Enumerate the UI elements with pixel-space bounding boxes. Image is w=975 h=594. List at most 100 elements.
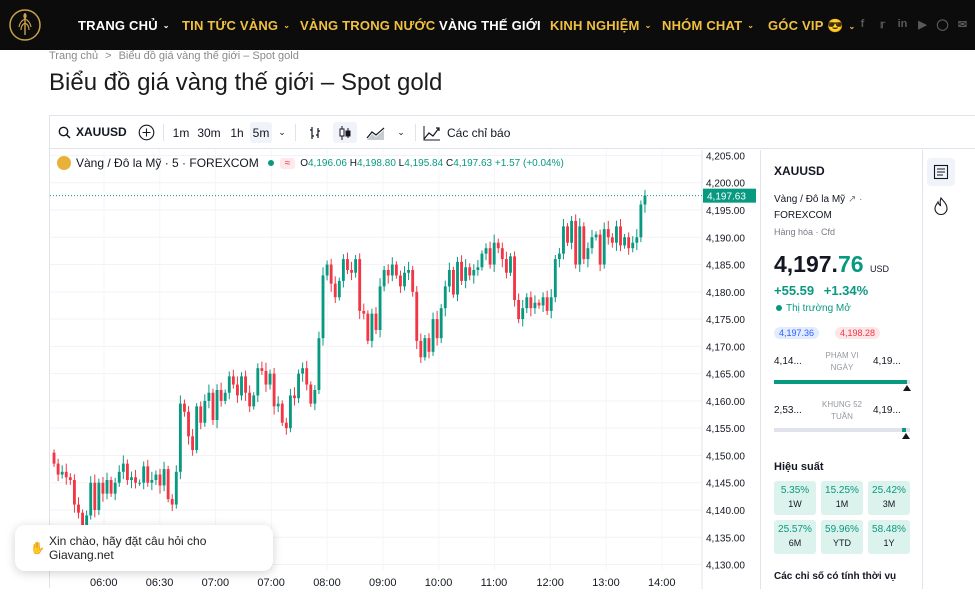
candle-body xyxy=(447,270,451,287)
symbol-coin-icon xyxy=(57,156,71,170)
candle-body xyxy=(256,368,260,396)
candle-body xyxy=(549,297,553,311)
twitter-icon[interactable]: 𝕣 xyxy=(879,18,886,31)
candle-body xyxy=(468,267,472,276)
perf-cell-3m[interactable]: 25.42% 3M xyxy=(868,481,910,515)
breadcrumb-home[interactable]: Trang chủ xyxy=(49,50,99,62)
perf-period: 3M xyxy=(882,499,896,509)
week52-range-label: KHUNG 52 TUẦN xyxy=(816,399,868,423)
hotlists-button[interactable] xyxy=(927,192,955,220)
candle-body xyxy=(211,392,215,420)
candle-body xyxy=(484,248,488,254)
indicators-button[interactable]: Các chỉ báo xyxy=(423,122,513,143)
nav-item-home[interactable]: TRANG CHỦ ⌄ xyxy=(78,18,170,33)
candle-body xyxy=(93,482,97,510)
price-chart[interactable]: 4,205.00 4,200.00 4,195.00 4,190.00 4,185.00… xyxy=(50,150,757,589)
candle-body xyxy=(639,204,643,238)
perf-cell-1y[interactable]: 58.48% 1Y xyxy=(868,520,910,554)
perf-cell-ytd[interactable]: 59.96% YTD xyxy=(821,520,863,554)
candle-body xyxy=(219,390,223,401)
nav-item-domestic-gold[interactable]: VÀNG TRONG NƯỚC xyxy=(300,18,435,33)
page-title: Biểu đồ giá vàng thế giới – Spot gold xyxy=(49,69,443,96)
interval-1m-button[interactable]: 1m xyxy=(172,125,190,140)
candles-style-button[interactable] xyxy=(333,122,357,143)
perf-cell-1m[interactable]: 15.25% 1M xyxy=(821,481,863,515)
y-tick-label: 4,175.00 xyxy=(706,315,745,326)
day-range-bar xyxy=(774,380,910,384)
side-name[interactable]: Vàng / Đô la Mỹ xyxy=(774,194,846,205)
interval-1h-button[interactable]: 1h xyxy=(230,125,244,140)
candle-body xyxy=(146,466,150,483)
email-icon[interactable]: ✉ xyxy=(957,18,968,31)
youtube-icon[interactable]: ▶ xyxy=(918,18,927,31)
area-style-button[interactable] xyxy=(363,122,389,143)
candle-body xyxy=(537,302,541,306)
y-tick-label: 4,190.00 xyxy=(706,233,745,244)
chart-toolbar: XAUUSD 1m 30m 1h 5m ⌄ ⌄ Các chỉ báo xyxy=(50,116,975,149)
candle-body xyxy=(154,474,158,480)
perf-value: 15.25% xyxy=(825,485,859,496)
nav-item-chat-group[interactable]: NHÓM CHAT ⌄ xyxy=(662,18,754,33)
candle-body xyxy=(529,297,533,309)
external-link-icon[interactable]: ↗ xyxy=(847,194,857,205)
performance-title: Hiệu suất xyxy=(774,461,824,473)
x-tick-label: 14:00 xyxy=(648,577,676,589)
y-tick-label: 4,165.00 xyxy=(706,370,745,381)
candle-body xyxy=(268,373,272,385)
week52-range-marker-icon xyxy=(901,433,910,439)
candle-body xyxy=(333,283,337,298)
candle-body xyxy=(231,376,235,385)
linkedin-icon[interactable]: in xyxy=(897,18,908,30)
candle-body xyxy=(174,471,178,505)
nav-item-world-gold[interactable]: VÀNG THẾ GIỚI xyxy=(439,18,541,33)
instagram-icon[interactable]: ◯ xyxy=(936,18,949,31)
perf-value: 59.96% xyxy=(825,524,859,535)
chat-greeting-toast[interactable]: ✋ Xin chào, hãy đặt câu hỏi cho Giavang.… xyxy=(15,525,273,571)
day-range-label: PHẠM VI NGÀY xyxy=(816,350,868,374)
close-value: 4,197.63 xyxy=(453,157,493,169)
candle-body xyxy=(260,368,264,371)
nav-label: NHÓM CHAT xyxy=(662,18,743,33)
perf-value: 5.35% xyxy=(780,485,810,496)
candle-body xyxy=(293,395,296,399)
interval-30m-button[interactable]: 30m xyxy=(197,125,221,140)
side-symbol: XAUUSD xyxy=(774,164,825,178)
last-price-label: 4,197.63 xyxy=(707,192,746,203)
perf-period: 1M xyxy=(835,499,849,509)
nav-item-experience[interactable]: KINH NGHIỆM ⌄ xyxy=(550,18,652,33)
candle-body xyxy=(244,376,248,393)
right-icon-bar xyxy=(922,150,975,589)
candle-body xyxy=(240,376,243,396)
candle-body xyxy=(419,340,423,358)
perf-cell-1w[interactable]: 5.35% 1W xyxy=(774,481,816,515)
nav-item-vip-corner[interactable]: GÓC VIP 😎 ⌄ xyxy=(768,18,855,34)
compare-symbol-button[interactable] xyxy=(136,122,156,143)
candle-body xyxy=(362,310,366,314)
perf-cell-6m[interactable]: 25.57% 6M xyxy=(774,520,816,554)
candlestick-chart[interactable]: 4,205.00 4,200.00 4,195.00 4,190.00 4,185.00… xyxy=(50,150,757,589)
candle-body xyxy=(513,256,516,300)
interval-5m-button[interactable]: 5m xyxy=(250,122,272,143)
site-logo[interactable] xyxy=(0,0,50,50)
facebook-icon[interactable]: f xyxy=(860,18,865,30)
chevron-down-icon: ⌄ xyxy=(162,21,170,30)
chart-style-dropdown[interactable]: ⌄ xyxy=(393,122,409,143)
candle-body xyxy=(199,406,203,423)
interval-dropdown[interactable]: ⌄ xyxy=(274,122,290,143)
candle-body xyxy=(435,319,439,339)
candle-body xyxy=(509,256,512,273)
candle-body xyxy=(517,300,521,320)
candle-body xyxy=(72,480,76,505)
nav-item-news[interactable]: TIN TỨC VÀNG ⌄ xyxy=(182,18,290,33)
side-category-row: Hàng hóa · Cfd xyxy=(774,227,836,237)
indicators-label: Các chỉ báo xyxy=(447,125,511,140)
bars-style-button[interactable] xyxy=(303,122,327,143)
chevron-down-icon: ⌄ xyxy=(397,127,405,137)
y-tick-label: 4,145.00 xyxy=(706,479,745,490)
watchlist-details-button[interactable] xyxy=(927,158,955,186)
high-label: H xyxy=(349,157,357,169)
chevron-down-icon: ⌄ xyxy=(747,21,755,30)
symbol-search[interactable]: XAUUSD xyxy=(58,125,127,139)
price-decimals: 76 xyxy=(837,251,864,277)
candle-body xyxy=(309,384,313,404)
